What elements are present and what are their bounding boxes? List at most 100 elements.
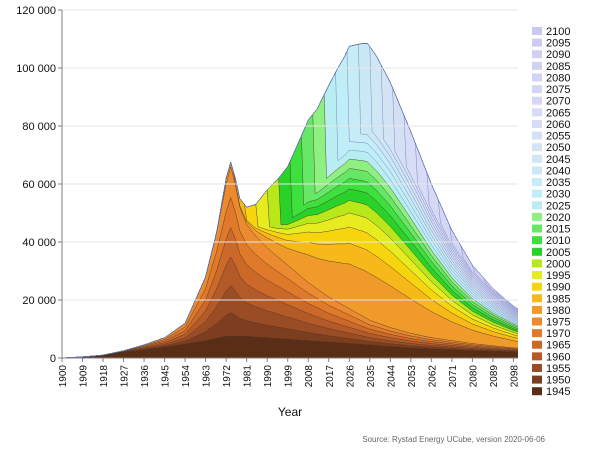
legend-swatch-2075 [532,85,542,94]
legend-label-2095: 2095 [546,38,570,50]
legend-label-2025: 2025 [546,200,570,212]
x-tick-label: 2053 [407,365,418,388]
legend-label-2030: 2030 [546,189,570,201]
x-tick-label: 2026 [345,365,356,388]
series-line-1945 [61,336,519,359]
legend-swatch-2050 [532,143,542,152]
legend-label-2045: 2045 [546,154,570,166]
legend-label-2020: 2020 [546,212,570,224]
legend-swatch-2095 [532,38,542,47]
legend-swatch-2070 [532,96,542,105]
legend-label-2070: 2070 [546,96,570,108]
legend-swatch-2000 [532,259,542,268]
legend-label-2040: 2040 [546,165,570,177]
legend-swatch-2100 [532,27,542,35]
x-tick-label: 1963 [202,365,213,388]
area-series-1980 [62,162,518,358]
legend-swatch-2005 [532,247,542,256]
legend-label-1945: 1945 [546,386,570,398]
x-tick-label: 1900 [58,365,69,388]
x-axis-label: Year [278,405,302,419]
legend-label-1970: 1970 [546,328,570,340]
legend-swatch-1965 [532,340,542,349]
legend-swatch-1950 [532,375,542,384]
legend-swatch-1985 [532,294,542,303]
x-tick-label: 1990 [263,365,274,388]
legend-label-2005: 2005 [546,247,570,259]
y-tick-label: 100 000 [16,63,56,75]
area-series-2055 [62,43,518,359]
x-tick-label: 1999 [284,365,295,388]
legend-label-2060: 2060 [546,119,570,131]
legend-swatch-2030 [532,189,542,198]
legend-swatch-2045 [532,154,542,163]
legend-label-1975: 1975 [546,317,570,329]
legend-label-2090: 2090 [546,49,570,61]
series-line-1960 [61,256,519,359]
legend-swatch-2065 [532,108,542,117]
legend-label-1985: 1985 [546,293,570,305]
y-ticks-group: 0 20 000 40 000 60 000 80 000 100 000 120 000 [16,5,62,365]
x-tick-label: 2044 [386,365,397,388]
legend-label-2015: 2015 [546,224,570,236]
area-series-2065 [62,43,518,359]
legend-label-1950: 1950 [546,375,570,387]
y-tick-label: 60 000 [22,179,56,191]
y-tick-label: 20 000 [22,295,56,307]
legend-swatch-2060 [532,119,542,128]
legend-swatch-2020 [532,212,542,221]
legend-label-2080: 2080 [546,72,570,84]
legend-label-2100: 2100 [546,26,570,38]
area-series-2005 [62,161,518,358]
x-tick-label: 1954 [181,365,192,388]
x-tick-label: 1945 [161,365,172,388]
legend-swatch-1990 [532,282,542,291]
legend-swatch-1980 [532,305,542,314]
x-tick-label: 1927 [120,365,131,388]
legend-swatch-1995 [532,271,542,280]
legend-label-2075: 2075 [546,84,570,96]
x-tick-label: 2035 [366,365,377,388]
legend-swatch-2010 [532,236,542,245]
legend-swatch-2090 [532,50,542,59]
legend-swatch-2055 [532,131,542,140]
x-tick-label: 2080 [468,365,479,388]
x-tick-label: 1981 [243,365,254,388]
x-tick-label: 2089 [489,365,500,388]
legend-swatch-1970 [532,329,542,338]
legend-swatch-2040 [532,166,542,175]
legend-label-1990: 1990 [546,282,570,294]
series-line-1950 [61,312,519,359]
x-tick-label: 2071 [448,365,459,388]
legend-swatch-2085 [532,61,542,70]
series-line-2100 [61,43,519,359]
legend-label-1960: 1960 [546,351,570,363]
areas-group [62,43,518,359]
source-note: Source: Rystad Energy UCube, version 202… [362,435,545,444]
series-line-1965 [61,226,519,359]
legend-swatch-2015 [532,224,542,233]
y-tick-label: 0 [50,353,56,365]
legend-swatch-1945 [532,387,542,396]
x-tick-label: 2008 [304,365,315,388]
lines-group [61,43,519,359]
legend-label-2065: 2065 [546,107,570,119]
legend-swatch-2025 [532,201,542,210]
legend-label-2055: 2055 [546,131,570,143]
area-series-1945 [62,336,518,358]
y-tick-label: 80 000 [22,121,56,133]
y-tick-label: 120 000 [16,5,56,17]
x-tick-label: 2062 [427,365,438,388]
legend-swatch-1975 [532,317,542,326]
series-line-1955 [61,285,519,359]
legend-label-2050: 2050 [546,142,570,154]
legend-label-2085: 2085 [546,61,570,73]
x-tick-label: 2098 [509,365,520,388]
legend-label-1955: 1955 [546,363,570,375]
x-tick-label: 1918 [99,365,110,388]
legend-label-2035: 2035 [546,177,570,189]
area-series-1950 [62,312,518,358]
series-line-1970 [61,196,519,359]
